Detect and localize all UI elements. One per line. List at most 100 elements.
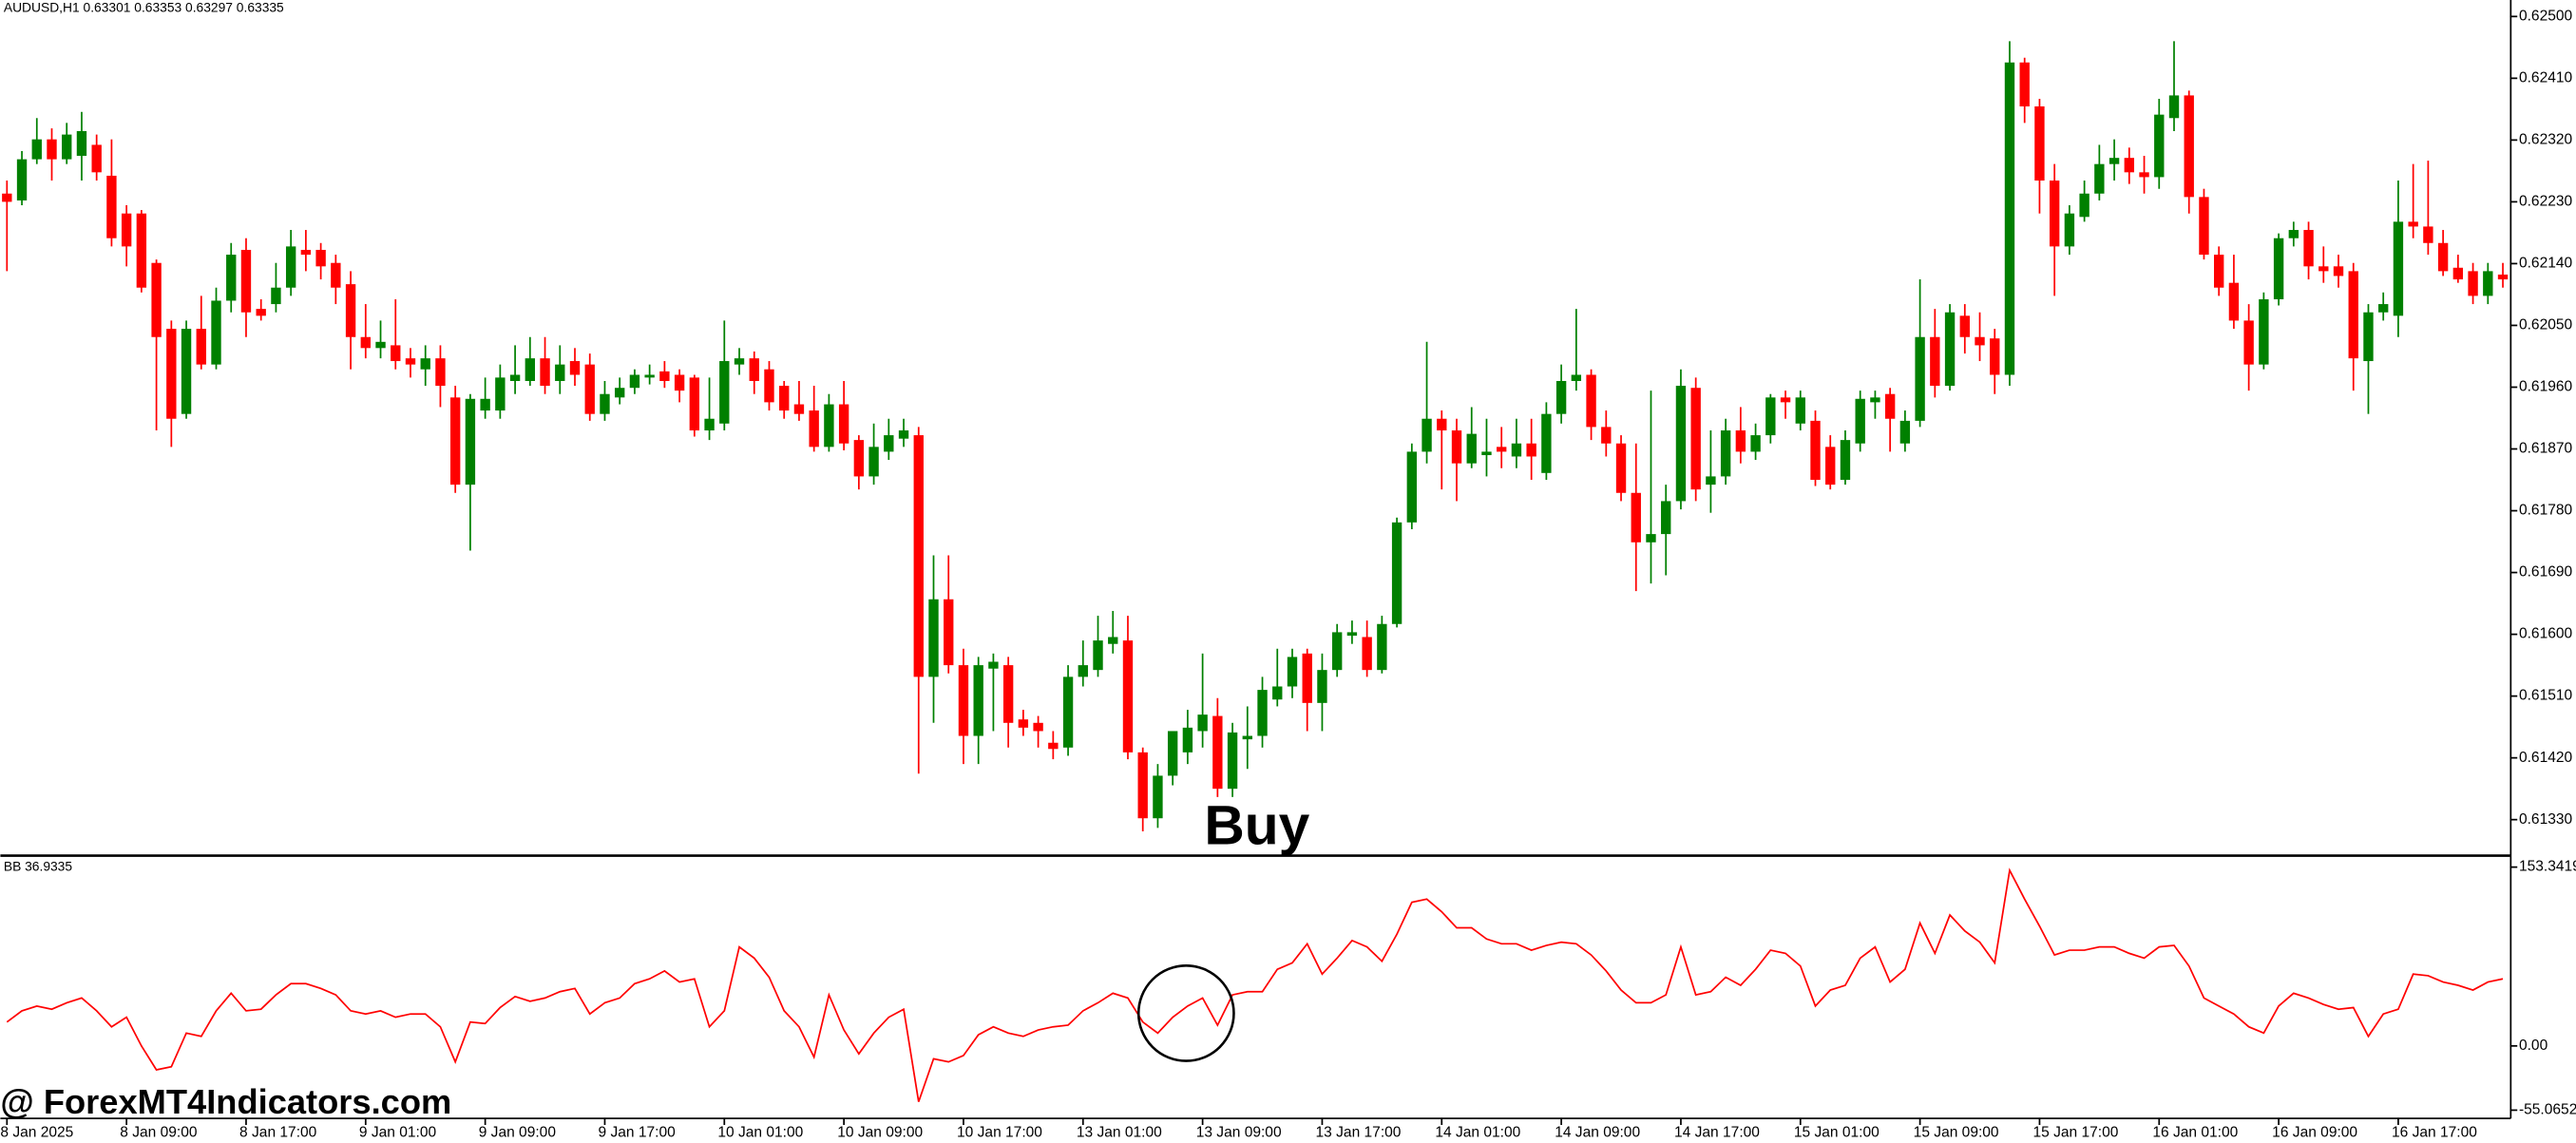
y-tick-label: 0.62050: [2519, 317, 2573, 333]
x-tick-label: 9 Jan 17:00: [599, 1125, 677, 1141]
candle-body: [31, 139, 42, 160]
candle-body: [2184, 95, 2194, 198]
x-tick-label: 14 Jan 17:00: [1674, 1125, 1760, 1141]
candle-body: [2333, 266, 2344, 276]
candle-body: [1167, 731, 1178, 776]
candle-body: [345, 284, 356, 337]
candle-body: [2423, 226, 2433, 243]
candle-body: [2079, 193, 2089, 218]
candle-body: [1899, 420, 1911, 444]
candle-body: [1153, 775, 1163, 819]
x-tick-label: 9 Jan 09:00: [479, 1125, 557, 1141]
x-tick-label: 15 Jan 01:00: [1794, 1125, 1880, 1141]
candle-body: [1002, 665, 1014, 723]
y-tick-label: 0.61330: [2519, 811, 2573, 828]
candle-body: [47, 139, 57, 160]
candle-body: [2154, 114, 2165, 178]
candle-body: [1048, 742, 1059, 750]
candle-body: [2243, 320, 2254, 365]
x-tick-label: 10 Jan 09:00: [837, 1125, 923, 1141]
candle-body: [2303, 230, 2314, 267]
y-tick-label: 153.3419: [2519, 859, 2576, 875]
candle-body: [1915, 336, 1925, 421]
candle-body: [240, 249, 252, 313]
candle-body: [181, 329, 192, 414]
candle-body: [1930, 336, 1940, 387]
y-tick-label: 0.61870: [2519, 441, 2573, 457]
x-tick-label: 14 Jan 09:00: [1555, 1125, 1640, 1141]
candle-body: [1541, 413, 1552, 473]
x-tick-label: 13 Jan 09:00: [1196, 1125, 1282, 1141]
candle-body: [898, 430, 909, 439]
candle-body: [1571, 374, 1582, 381]
candle-body: [958, 665, 969, 736]
candle-body: [1840, 440, 1851, 481]
watermark: @ ForexMT4Indicators.com: [0, 1082, 451, 1121]
candle-body: [644, 374, 655, 378]
y-tick-label: 0.62140: [2519, 256, 2573, 272]
y-tick-label: 0.61420: [2519, 750, 2573, 766]
y-tick-label: 0.62410: [2519, 69, 2573, 86]
x-tick-label: 8 Jan 09:00: [120, 1125, 198, 1141]
candle-body: [973, 665, 983, 736]
candle-body: [1615, 443, 1627, 493]
x-tick-label: 10 Jan 01:00: [717, 1125, 803, 1141]
y-tick-label: 0.62320: [2519, 131, 2573, 147]
x-tick-label: 10 Jan 17:00: [957, 1125, 1042, 1141]
candle-body: [1497, 447, 1507, 452]
candle-body: [629, 374, 640, 389]
candle-body: [1033, 722, 1043, 732]
candle-body: [405, 358, 416, 365]
x-tick-label: 14 Jan 01:00: [1435, 1125, 1520, 1141]
candle-body: [1690, 388, 1701, 490]
candle-body: [1422, 418, 1432, 452]
y-tick-label: 0.61780: [2519, 503, 2573, 519]
candle-body: [793, 404, 805, 414]
y-tick-label: 0.61600: [2519, 626, 2573, 642]
candle-body: [659, 371, 670, 381]
x-tick-label: 13 Jan 17:00: [1316, 1125, 1402, 1141]
candle-body: [1944, 312, 1956, 387]
candle-body: [1451, 430, 1462, 464]
candle-body: [2168, 95, 2180, 119]
candle-body: [600, 393, 610, 414]
candle-body: [2408, 221, 2418, 227]
candle-body: [884, 435, 894, 452]
candle-body: [1646, 534, 1656, 543]
candle-body: [315, 249, 326, 267]
candle-body: [1631, 492, 1641, 543]
x-tick-label: 15 Jan 17:00: [2033, 1125, 2119, 1141]
candle-body: [1227, 732, 1238, 790]
candle-body: [2483, 271, 2493, 296]
candle-body: [928, 599, 939, 677]
candle-body: [1272, 686, 1283, 700]
y-tick-label: 0.62230: [2519, 194, 2573, 210]
candle-body: [106, 175, 117, 238]
candle-body: [2378, 304, 2389, 313]
candle-body: [435, 358, 446, 387]
candle-body: [1526, 443, 1536, 457]
candle-body: [1018, 719, 1029, 728]
candle-body: [62, 134, 72, 160]
candle-body: [2139, 172, 2149, 178]
y-tick-label: 0.62500: [2519, 8, 2573, 24]
candle-body: [1108, 637, 1118, 644]
candle-body: [76, 130, 87, 157]
candle-body: [1555, 380, 1567, 414]
candle-body: [2259, 299, 2269, 365]
signal-circle: [1136, 964, 1235, 1062]
candle-body: [121, 213, 132, 247]
candle-body: [540, 358, 550, 387]
y-tick-label: 0.61510: [2519, 688, 2573, 704]
candle-body: [300, 249, 312, 256]
candle-body: [1825, 447, 1836, 486]
candle-body: [1331, 632, 1343, 671]
candle-body: [555, 364, 565, 381]
candle-body: [2004, 62, 2015, 375]
candle-body: [285, 246, 296, 288]
candle-body: [1302, 653, 1312, 703]
candle-body: [1884, 393, 1896, 419]
